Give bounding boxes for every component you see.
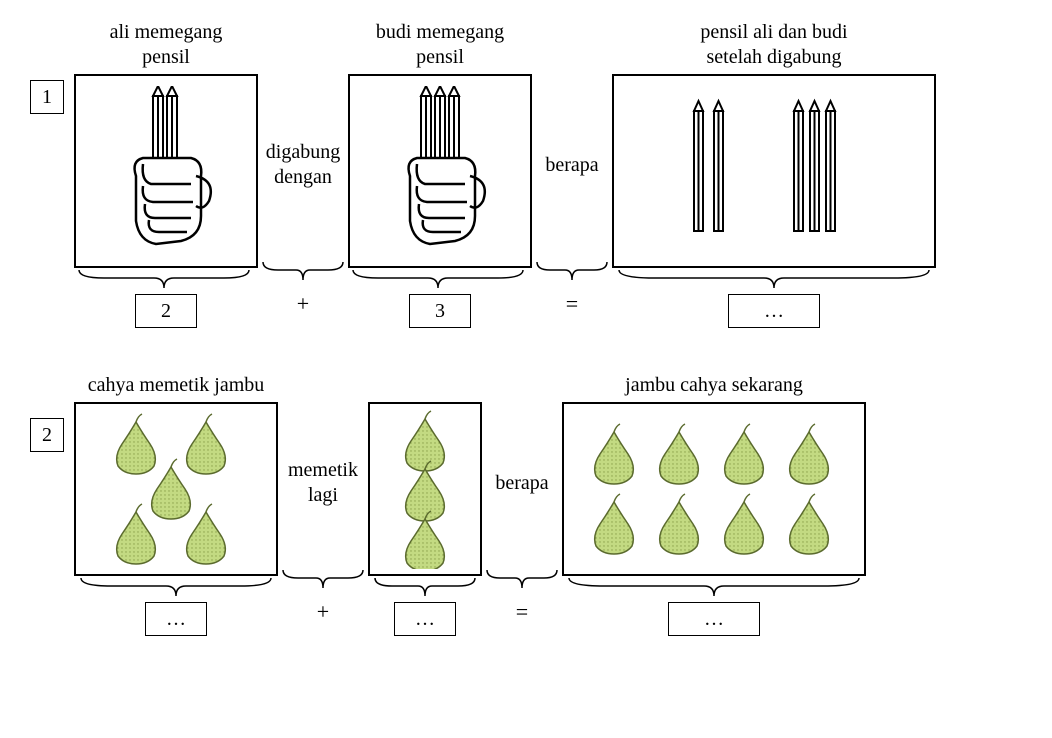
- p2-connector-1: memetik lagi +: [278, 368, 368, 628]
- brace-icon: [564, 576, 864, 598]
- p1-group-3: pensil ali dan budi setelah digabung: [612, 20, 936, 328]
- p1-connector1-brace: [258, 260, 348, 282]
- p2-op-eq: =: [516, 596, 528, 628]
- p1-box3-brace: [614, 268, 934, 290]
- p1-connector2-brace: [532, 260, 612, 282]
- p1-box1-answer-label: 2: [161, 300, 171, 323]
- brace-icon: [278, 568, 368, 590]
- fruits-icon: [375, 409, 475, 569]
- problem-number-2-label: 2: [42, 424, 52, 447]
- p2-box1-brace: [76, 576, 276, 598]
- p2-box1-title: cahya memetik jambu: [88, 368, 265, 398]
- problem-2-row: 2 cahya memetik jambu: [30, 368, 1022, 636]
- p1-box2-title: budi memegang pensil: [376, 20, 504, 70]
- p2-connector2-text: berapa: [495, 471, 548, 496]
- p1-box3: [612, 74, 936, 268]
- p2-connector2-brace: [482, 568, 562, 590]
- problem-1-row: 1 ali memegang pensil: [30, 20, 1022, 328]
- p2-connector1-text: memetik lagi: [288, 458, 358, 508]
- p1-op-plus: +: [297, 288, 309, 320]
- p1-connector-2: berapa =: [532, 20, 612, 320]
- p2-box2-answer: …: [394, 602, 456, 636]
- p1-connector-1: digabung dengan +: [258, 20, 348, 320]
- p2-box2-brace: [370, 576, 480, 598]
- p2-group-2: …: [368, 368, 482, 636]
- p1-connector1-text: digabung dengan: [266, 140, 340, 190]
- p2-box2-answer-label: …: [415, 608, 435, 631]
- problem-number-2: 2: [30, 418, 64, 452]
- p2-box3-answer-label: …: [704, 608, 724, 631]
- p1-box3-title: pensil ali dan budi setelah digabung: [700, 20, 847, 70]
- p2-group-1: cahya memetik jambu: [74, 368, 278, 636]
- p2-box1-answer: …: [145, 602, 207, 636]
- brace-icon: [614, 268, 934, 290]
- p1-box3-answer: …: [728, 294, 820, 328]
- fruits-icon: [81, 409, 271, 569]
- p1-box1-title: ali memegang pensil: [110, 20, 223, 70]
- p2-box3: [562, 402, 866, 576]
- p1-box2-answer: 3: [409, 294, 471, 328]
- p2-box3-brace: [564, 576, 864, 598]
- brace-icon: [532, 260, 612, 282]
- pencils-grouped-icon: [634, 91, 914, 251]
- p1-box1: [74, 74, 258, 268]
- p1-box3-answer-label: …: [764, 300, 784, 323]
- p1-connector2-text: berapa: [545, 153, 598, 178]
- p2-group-3: jambu cahya sekarang …: [562, 368, 866, 636]
- p1-box2-brace: [348, 268, 532, 290]
- p2-connector-2: berapa =: [482, 368, 562, 628]
- p2-op-plus: +: [317, 596, 329, 628]
- p1-group-1: ali memegang pensil: [74, 20, 258, 328]
- p1-op-eq: =: [566, 288, 578, 320]
- p2-box2: [368, 402, 482, 576]
- fruits-icon: [569, 409, 859, 569]
- p2-box1-answer-label: …: [166, 608, 186, 631]
- p2-box3-title: jambu cahya sekarang: [625, 368, 803, 398]
- brace-icon: [348, 268, 528, 290]
- brace-icon: [76, 576, 276, 598]
- p2-box1: [74, 402, 278, 576]
- brace-icon: [74, 268, 254, 290]
- brace-icon: [370, 576, 480, 598]
- hand-pencils-icon: [375, 86, 505, 256]
- p1-group-2: budi memegang pensil: [348, 20, 532, 328]
- p1-box2: [348, 74, 532, 268]
- p2-connector1-brace: [278, 568, 368, 590]
- p1-box1-brace: [74, 268, 258, 290]
- problem-number-1: 1: [30, 80, 64, 114]
- hand-pencils-icon: [101, 86, 231, 256]
- p1-box2-answer-label: 3: [435, 300, 445, 323]
- brace-icon: [258, 260, 348, 282]
- brace-icon: [482, 568, 562, 590]
- problem-number-1-label: 1: [42, 86, 52, 109]
- p2-box3-answer: …: [668, 602, 760, 636]
- p1-box1-answer: 2: [135, 294, 197, 328]
